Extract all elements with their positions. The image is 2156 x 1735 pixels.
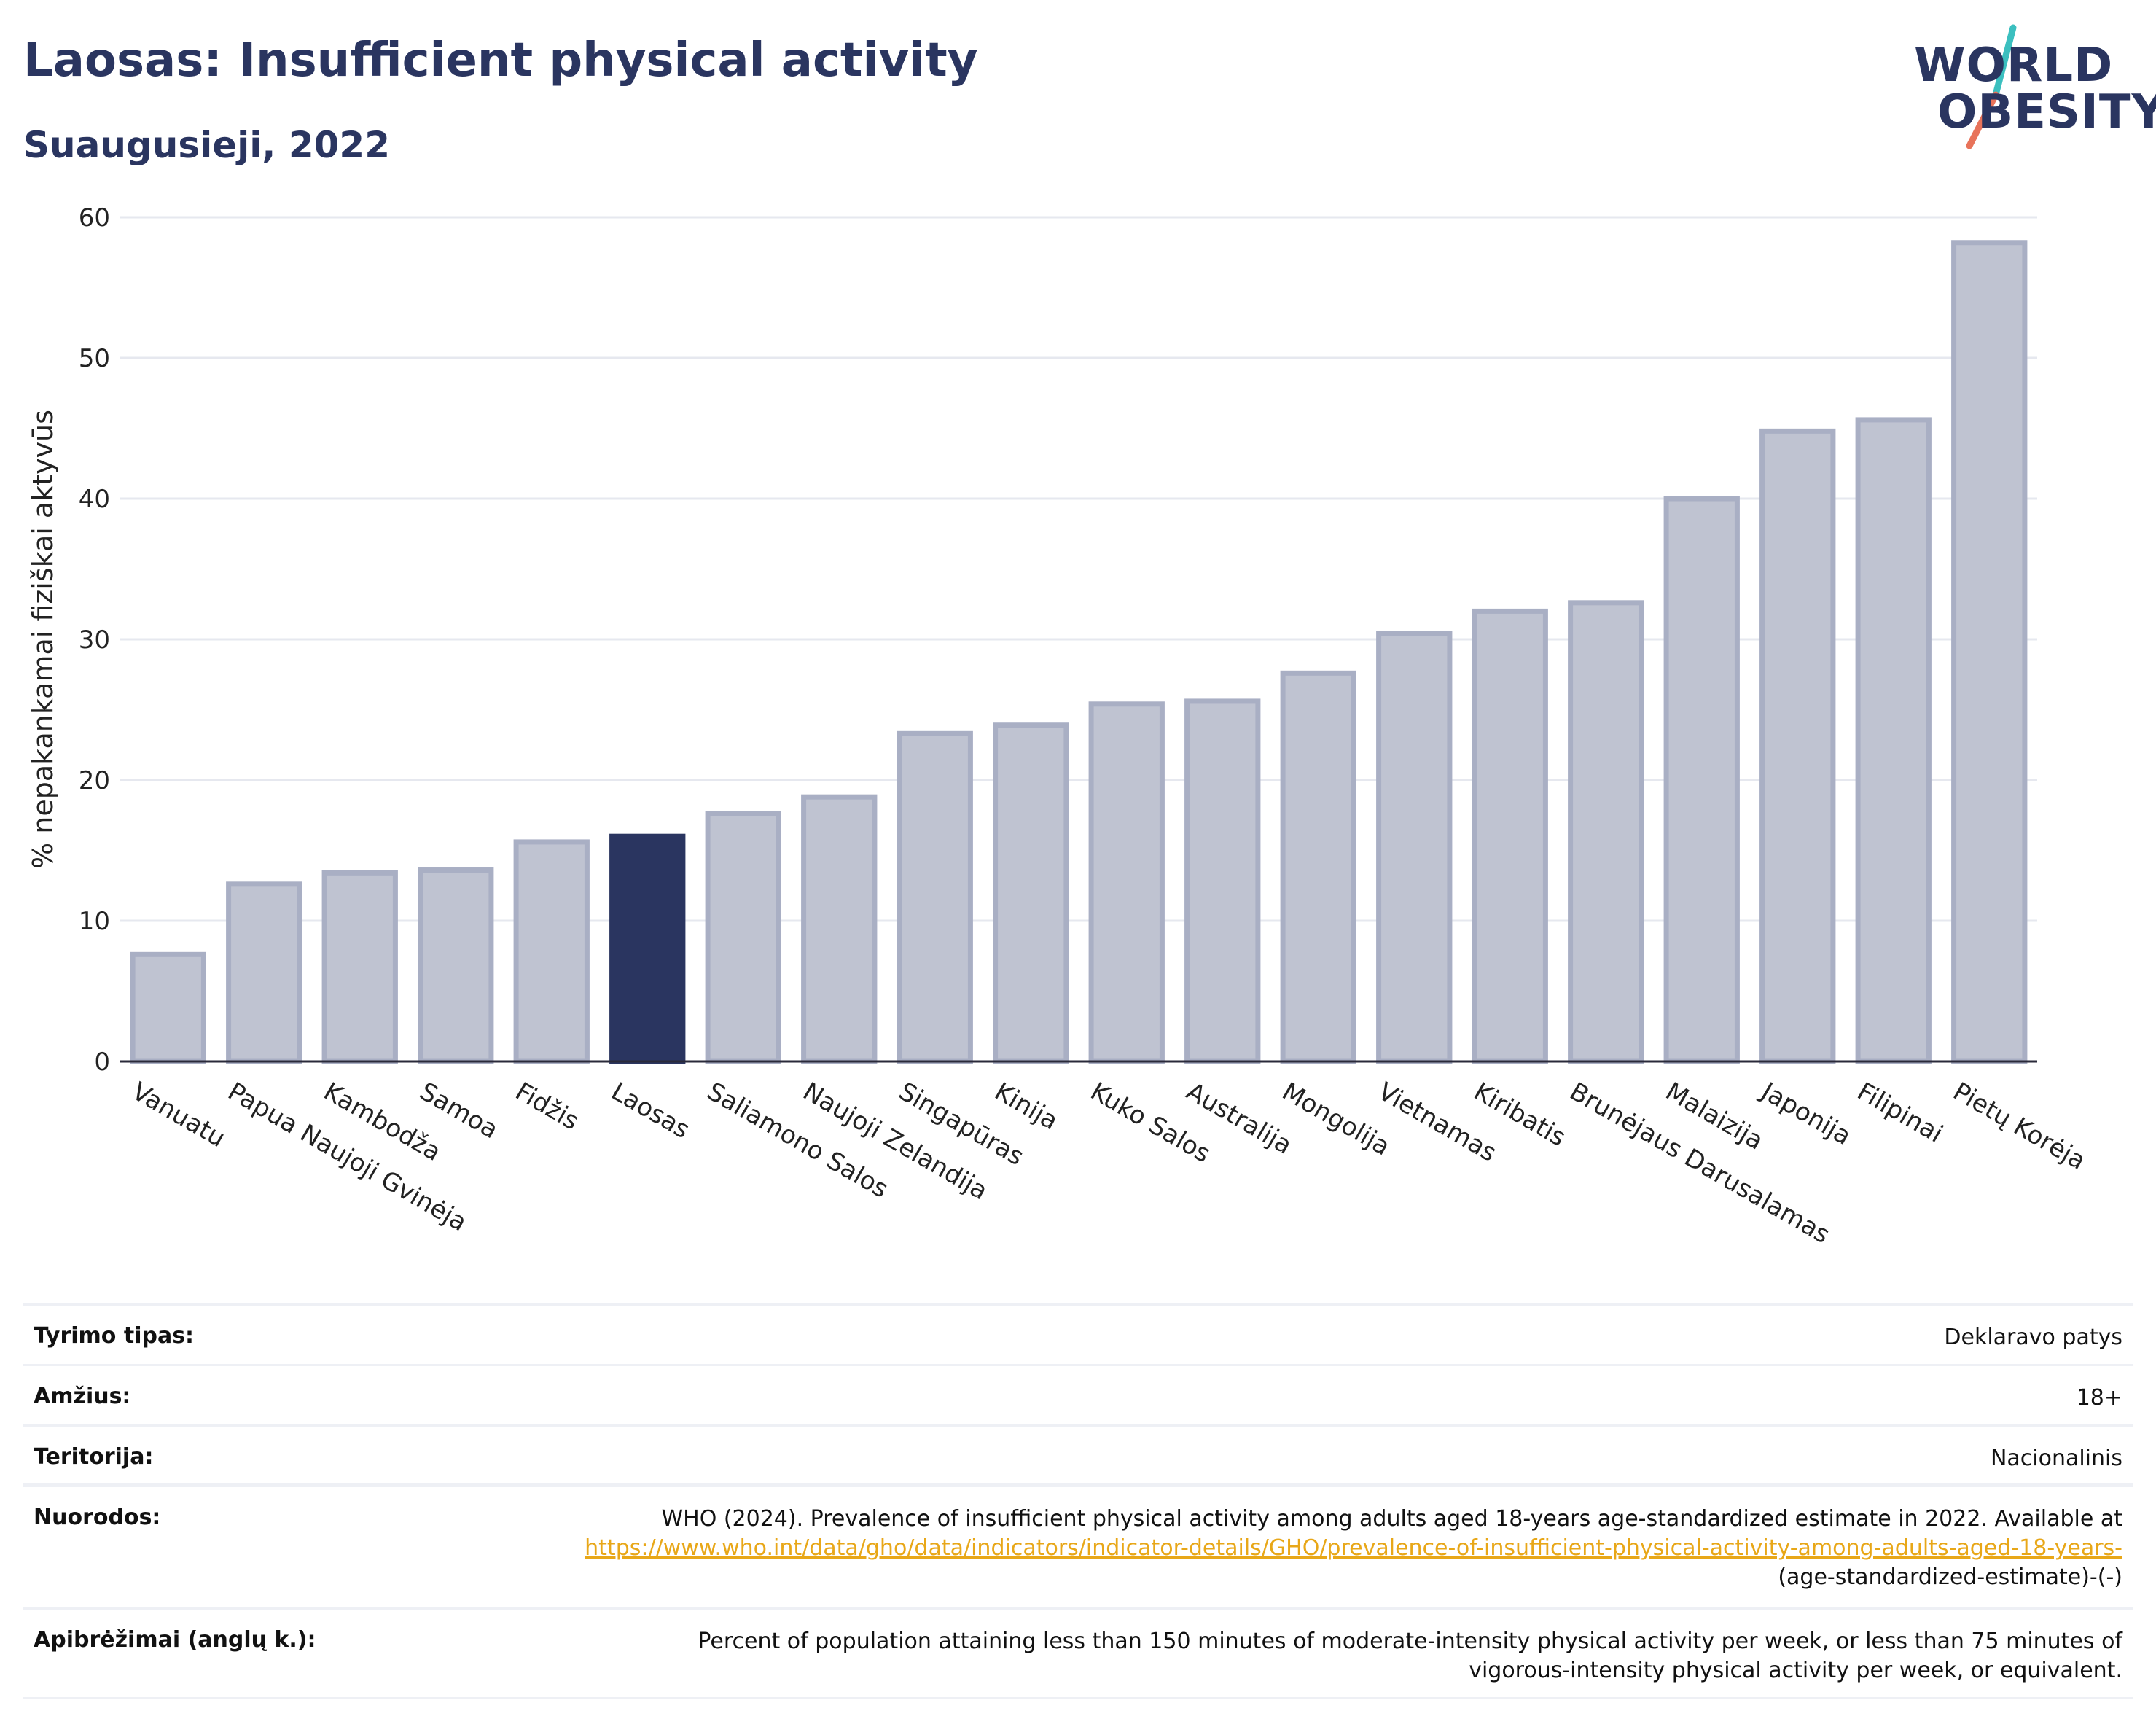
chart-subtitle: Suaugusieji, 2022 — [23, 124, 390, 166]
logo-slash-icon — [1966, 24, 2017, 149]
metadata-table: Tyrimo tipas: Deklaravo patys Amžius: 18+ Te… — [23, 1303, 2133, 1699]
bars — [130, 240, 2028, 1064]
x-category-label: Kinija — [990, 1077, 1063, 1136]
bar-9 — [993, 722, 1069, 1064]
x-category-label: Filipinai — [1852, 1077, 1948, 1149]
y-tick-label: 20 — [79, 766, 110, 795]
bar-16 — [1663, 496, 1740, 1064]
bar-4 — [513, 839, 590, 1064]
bar-6 — [705, 811, 781, 1064]
x-category-label: Pietų Korėja — [1948, 1077, 2090, 1176]
bar-12 — [1280, 670, 1356, 1064]
y-tick-label: 40 — [79, 485, 110, 514]
meta-value: Percent of population attaining less tha… — [698, 1627, 2122, 1697]
meta-row: Amžius: 18+ — [23, 1364, 2133, 1424]
y-tick-label: 10 — [79, 907, 110, 936]
bar-3 — [418, 868, 494, 1064]
world-obesity-logo: WORLD OBESITY — [1902, 22, 2156, 153]
y-tick-label: 60 — [79, 203, 110, 233]
meta-row: Tyrimo tipas: Deklaravo patys — [23, 1303, 2133, 1364]
meta-value: Deklaravo patys — [1944, 1325, 2122, 1350]
definitions-line-1: Percent of population attaining less tha… — [698, 1629, 2122, 1654]
bar-7 — [801, 794, 878, 1064]
x-category-label: Fidžis — [510, 1077, 584, 1136]
y-axis-ticks: 0 10 20 30 40 50 60 — [79, 203, 110, 1077]
x-category-label: Japonija — [1755, 1076, 1856, 1151]
meta-value: WHO (2024). Prevalence of insufficient p… — [555, 1505, 2122, 1607]
bar-5 — [609, 833, 686, 1064]
meta-row-references: Nuorodos: WHO (2024). Prevalence of insu… — [23, 1485, 2133, 1607]
y-tick-label: 0 — [94, 1048, 110, 1077]
x-category-label: Laosas — [606, 1077, 695, 1145]
bar-17 — [1759, 428, 1836, 1064]
logo-line-world: WORLD — [1914, 39, 2114, 93]
bar-14 — [1472, 608, 1548, 1064]
bar-15 — [1568, 600, 1644, 1064]
bar-8 — [897, 730, 973, 1064]
meta-label: Amžius: — [34, 1384, 131, 1409]
definitions-line-2: vigorous-intensity physical activity per… — [1469, 1658, 2122, 1683]
meta-label: Tyrimo tipas: — [34, 1323, 195, 1349]
references-text: WHO (2024). Prevalence of insufficient p… — [661, 1506, 2122, 1532]
logo-line-obesity: OBESITY — [1937, 85, 2156, 139]
gridlines — [120, 216, 2037, 1063]
bar-1 — [226, 881, 302, 1064]
y-axis-title: % nepakankamai fiziškai aktyvūs — [27, 410, 59, 869]
meta-row: Teritorija: Nacionalinis — [23, 1424, 2133, 1485]
meta-label: Nuorodos: — [34, 1505, 161, 1530]
bar-18 — [1855, 417, 1932, 1064]
references-link[interactable]: https://www.who.int/data/gho/data/indica… — [585, 1535, 2122, 1561]
bar-13 — [1376, 631, 1453, 1064]
bar-11 — [1184, 698, 1261, 1064]
references-suffix: (age-standardized-estimate)-(-) — [1778, 1564, 2122, 1590]
x-category-label: Vanuatu — [127, 1077, 230, 1153]
y-tick-label: 30 — [79, 625, 110, 655]
meta-label: Teritorija: — [34, 1444, 154, 1470]
bar-10 — [1088, 701, 1165, 1064]
meta-label: Apibrėžimai (anglų k.): — [34, 1627, 316, 1653]
chart-title: Laosas: Insufficient physical activity — [23, 34, 978, 87]
meta-value: Nacionalinis — [1990, 1446, 2122, 1471]
y-tick-label: 50 — [79, 344, 110, 373]
meta-row-definitions: Apibrėžimai (anglų k.): Percent of popul… — [23, 1607, 2133, 1699]
bar-0 — [130, 951, 206, 1064]
bar-2 — [321, 870, 398, 1064]
meta-value: 18+ — [2076, 1385, 2122, 1411]
bar-19 — [1951, 240, 2028, 1064]
x-category-label: Mongolija — [1277, 1077, 1394, 1161]
